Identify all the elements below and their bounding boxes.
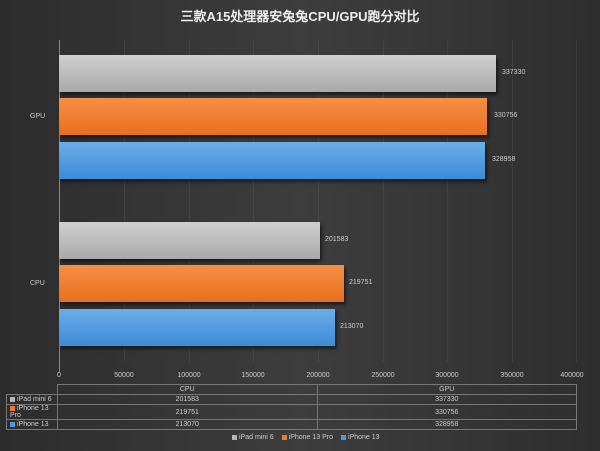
x-tick: 300000 — [435, 372, 459, 379]
chart-title: 三款A15处理器安兔兔CPU/GPU跑分对比 — [180, 9, 420, 24]
bar-cpu-ipad-mini-6 — [59, 222, 320, 259]
category-label-cpu: CPU — [30, 280, 45, 287]
legend-swatch-icon — [10, 405, 15, 411]
table-row: iPhone 13 213070 328958 — [6, 419, 577, 430]
bar-cpu-iphone-13 — [59, 309, 335, 346]
x-tick: 100000 — [177, 372, 201, 379]
gridline — [383, 40, 384, 362]
table-row: iPhone 13 Pro 219751 330756 — [6, 404, 577, 420]
value-label: 328958 — [492, 156, 516, 163]
table-header-row: CPU GPU — [6, 384, 577, 395]
gridline — [447, 40, 448, 362]
legend-swatch-icon — [341, 434, 347, 440]
value-label: 201583 — [325, 236, 349, 243]
gridline — [318, 40, 319, 362]
gridline — [189, 40, 190, 362]
gridline — [253, 40, 254, 362]
x-tick: 200000 — [306, 372, 330, 379]
plot-area — [59, 40, 577, 362]
x-tick: 350000 — [500, 372, 524, 379]
value-label: 213070 — [340, 323, 364, 330]
legend-swatch-icon — [10, 396, 15, 402]
value-label: 337330 — [502, 69, 526, 76]
legend-swatch-icon — [10, 421, 15, 427]
bar-gpu-iphone-13-pro — [59, 98, 487, 135]
legend: iPad mini 6 iPhone 13 Pro iPhone 13 — [232, 434, 380, 441]
table-header-cpu: CPU — [57, 384, 318, 395]
legend-item-iphone-13-pro: iPhone 13 Pro — [281, 434, 333, 441]
value-label: 330756 — [494, 112, 518, 119]
legend-swatch-icon — [281, 434, 287, 440]
x-tick: 150000 — [241, 372, 265, 379]
category-label-gpu: GPU — [30, 113, 46, 120]
x-tick: 0 — [57, 372, 61, 379]
table-row: iPad mini 6 201583 337330 — [6, 394, 577, 405]
x-tick: 250000 — [371, 372, 395, 379]
gridline — [124, 40, 125, 362]
legend-swatch-icon — [232, 434, 237, 440]
x-tick: 50000 — [114, 372, 134, 379]
legend-item-ipad-mini-6: iPad mini 6 — [232, 434, 274, 441]
bar-cpu-iphone-13-pro — [59, 265, 344, 302]
gridline — [576, 40, 577, 362]
legend-item-iphone-13: iPhone 13 — [341, 434, 380, 441]
gridline — [512, 40, 513, 362]
bar-gpu-ipad-mini-6 — [59, 55, 496, 92]
value-label: 219751 — [349, 279, 373, 286]
x-tick: 400000 — [560, 372, 584, 379]
bar-gpu-iphone-13 — [59, 142, 485, 179]
y-axis-line — [59, 40, 60, 372]
data-table: CPU GPU iPad mini 6 201583 337330 iPhone… — [6, 384, 577, 430]
table-header-gpu: GPU — [316, 384, 577, 395]
